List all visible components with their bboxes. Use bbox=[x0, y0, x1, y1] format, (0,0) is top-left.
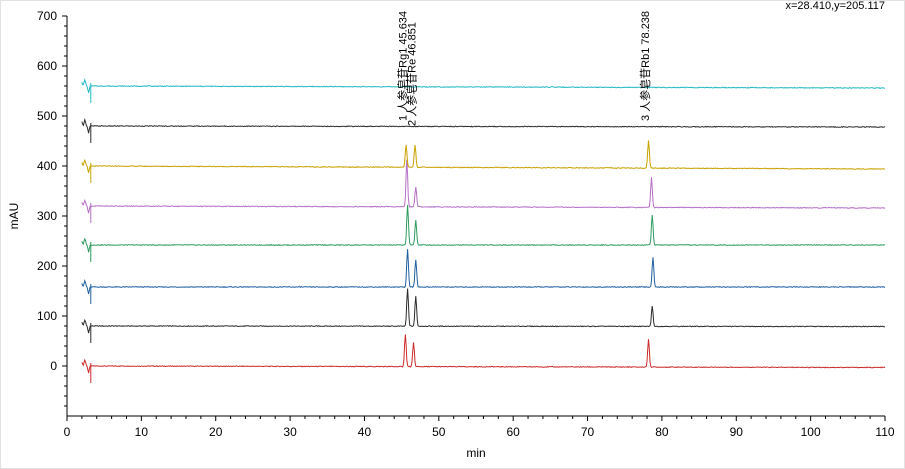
y-tick-label: 600 bbox=[37, 59, 57, 73]
x-tick-label: 50 bbox=[432, 425, 446, 439]
x-axis-title: min bbox=[466, 446, 485, 460]
y-tick-label: 0 bbox=[50, 359, 57, 373]
x-tick-label: 40 bbox=[358, 425, 372, 439]
chromatogram-trace bbox=[81, 288, 886, 334]
y-tick-label: 700 bbox=[37, 9, 57, 23]
chromatogram-trace bbox=[81, 117, 886, 134]
x-tick-label: 70 bbox=[581, 425, 595, 439]
chromatogram-trace bbox=[81, 159, 886, 214]
y-tick-label: 400 bbox=[37, 159, 57, 173]
y-axis-title: mAU bbox=[7, 203, 21, 230]
peak-annotation-label: 3 人参皂苷Rb1 78.238 bbox=[638, 11, 652, 121]
x-tick-label: 20 bbox=[209, 425, 223, 439]
chromatogram-trace bbox=[81, 140, 886, 173]
x-tick-label: 30 bbox=[283, 425, 297, 439]
x-tick-label: 60 bbox=[507, 425, 521, 439]
y-tick-label: 200 bbox=[37, 259, 57, 273]
chromatogram-trace bbox=[81, 204, 885, 253]
peak-annotation-label: 2 人参皂苷Re 46.851 bbox=[404, 22, 418, 126]
chromatogram-trace bbox=[81, 249, 886, 295]
y-tick-label: 500 bbox=[37, 109, 57, 123]
y-tick-label: 300 bbox=[37, 209, 57, 223]
x-tick-label: 90 bbox=[730, 425, 744, 439]
x-tick-label: 0 bbox=[64, 425, 71, 439]
chromatogram-trace bbox=[81, 78, 886, 93]
chromatogram-trace bbox=[81, 334, 886, 374]
x-tick-label: 80 bbox=[655, 425, 669, 439]
peak-annotation-label: 1 人参皂苷Rg1 45.634 bbox=[395, 11, 409, 121]
x-tick-label: 100 bbox=[801, 425, 821, 439]
x-tick-label: 10 bbox=[135, 425, 149, 439]
y-tick-label: 100 bbox=[37, 309, 57, 323]
x-tick-label: 110 bbox=[875, 425, 894, 439]
coordinate-readout: x=28.410,y=205.117 bbox=[785, 0, 886, 12]
